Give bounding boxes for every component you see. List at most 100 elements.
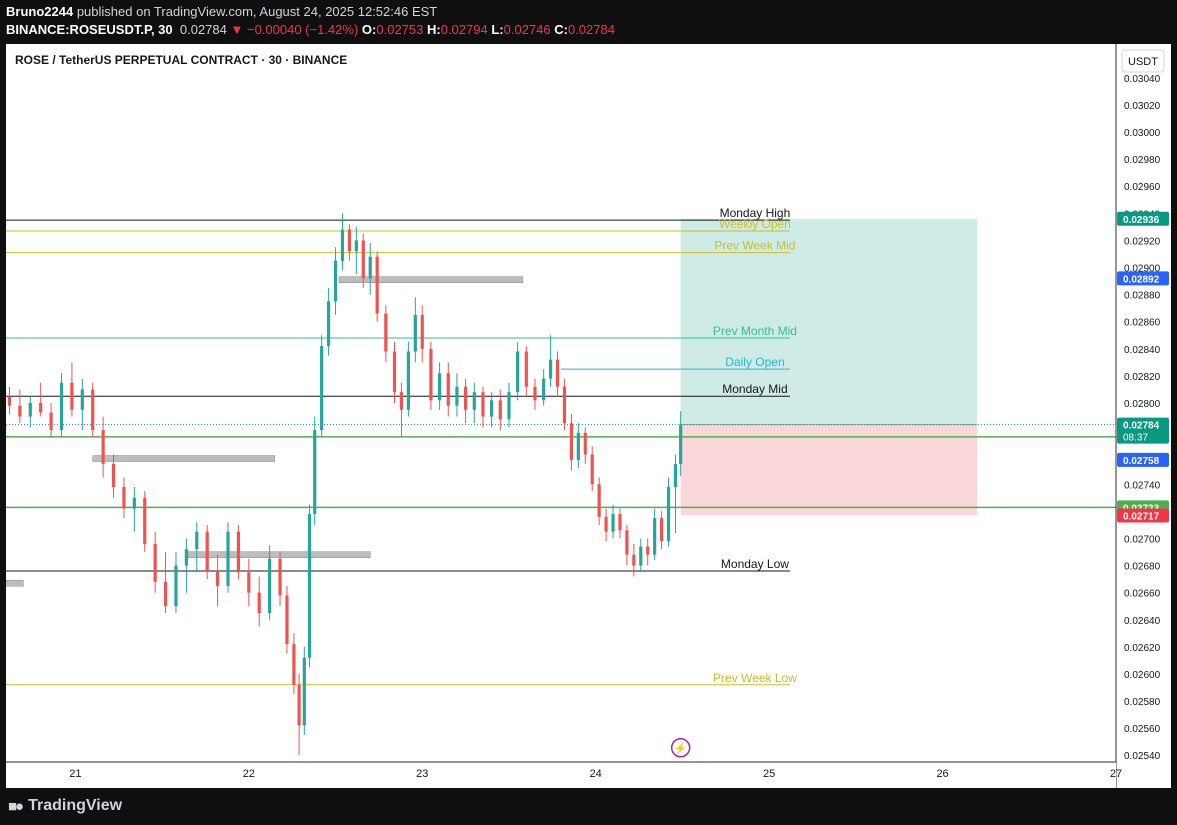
- candle-body[interactable]: [268, 558, 272, 613]
- candle-body[interactable]: [604, 516, 608, 532]
- candle-body[interactable]: [111, 463, 116, 487]
- candle-body[interactable]: [236, 531, 241, 573]
- candle-body[interactable]: [215, 570, 220, 586]
- candle-body[interactable]: [226, 531, 230, 586]
- candle-body[interactable]: [333, 260, 338, 302]
- candle-body[interactable]: [583, 432, 587, 455]
- candle-body[interactable]: [302, 657, 306, 726]
- candle-body[interactable]: [122, 486, 126, 509]
- candle-body[interactable]: [297, 684, 301, 726]
- candle-body[interactable]: [481, 392, 485, 417]
- candle-body[interactable]: [597, 484, 601, 517]
- candle-body[interactable]: [548, 359, 553, 379]
- candle-body[interactable]: [132, 497, 136, 509]
- candle-body[interactable]: [49, 412, 53, 431]
- candle-body[interactable]: [639, 546, 643, 566]
- candle-body[interactable]: [247, 572, 251, 593]
- candle-body[interactable]: [420, 314, 424, 349]
- candle-body[interactable]: [340, 229, 345, 261]
- candle-body[interactable]: [679, 424, 683, 464]
- candle-body[interactable]: [576, 432, 580, 460]
- candle-body[interactable]: [285, 595, 289, 645]
- supply-zone-box[interactable]: [92, 455, 276, 462]
- candle-body[interactable]: [184, 549, 188, 566]
- candle-body[interactable]: [292, 644, 296, 685]
- candle-body[interactable]: [632, 554, 636, 566]
- candle-body[interactable]: [399, 392, 404, 410]
- candle-body[interactable]: [347, 229, 352, 252]
- candle-body[interactable]: [59, 382, 64, 431]
- candle-body[interactable]: [39, 403, 43, 413]
- time-axis[interactable]: [6, 762, 1116, 788]
- candle-body[interactable]: [646, 546, 650, 555]
- candle-body[interactable]: [313, 430, 317, 515]
- candle-body[interactable]: [569, 423, 574, 460]
- candle-body[interactable]: [490, 400, 494, 417]
- candle-body[interactable]: [278, 558, 282, 596]
- candle-body[interactable]: [70, 382, 74, 410]
- candle-body[interactable]: [673, 463, 678, 487]
- candle-body[interactable]: [320, 346, 324, 431]
- price-axis[interactable]: [1116, 44, 1171, 788]
- candle-body[interactable]: [80, 389, 84, 410]
- candle-body[interactable]: [472, 392, 476, 410]
- y-tick-label: 0.03020: [1124, 101, 1161, 112]
- candle-body[interactable]: [653, 518, 657, 555]
- candle-body[interactable]: [555, 359, 560, 387]
- candle-body[interactable]: [368, 256, 372, 279]
- supply-zone-box[interactable]: [6, 579, 24, 587]
- candle-body[interactable]: [375, 256, 379, 314]
- tradingview-logo[interactable]: ■● TradingView: [8, 797, 122, 815]
- candle-body[interactable]: [18, 405, 22, 417]
- candle-body[interactable]: [307, 514, 312, 658]
- candle-body[interactable]: [625, 530, 629, 555]
- candle-body[interactable]: [326, 301, 331, 347]
- candle-body[interactable]: [354, 240, 358, 252]
- stop-loss-zone[interactable]: [680, 424, 978, 516]
- candle-body[interactable]: [413, 314, 417, 352]
- candle-body[interactable]: [406, 351, 410, 410]
- candle-body[interactable]: [464, 386, 468, 410]
- candle-body[interactable]: [533, 386, 537, 401]
- y-tick-label: 0.02540: [1124, 751, 1161, 762]
- candle-body[interactable]: [446, 373, 450, 406]
- supply-zone-box[interactable]: [338, 276, 524, 283]
- candle-body[interactable]: [498, 400, 502, 420]
- candle-body[interactable]: [28, 403, 32, 417]
- candle-body[interactable]: [542, 378, 546, 401]
- publisher-name[interactable]: Bruno2244: [6, 4, 74, 19]
- candle-body[interactable]: [562, 386, 567, 424]
- candle-body[interactable]: [163, 581, 168, 607]
- candle-body[interactable]: [91, 389, 95, 431]
- candle-body[interactable]: [666, 486, 671, 542]
- candle-body[interactable]: [101, 430, 105, 464]
- candle-body[interactable]: [590, 454, 594, 485]
- candle-body[interactable]: [205, 531, 209, 571]
- candle-body[interactable]: [195, 531, 199, 550]
- candle-body[interactable]: [7, 396, 12, 406]
- lightning-icon[interactable]: [670, 738, 691, 758]
- candle-body[interactable]: [618, 514, 622, 531]
- candle-body[interactable]: [174, 565, 178, 607]
- candle-body[interactable]: [257, 592, 261, 613]
- currency-label: USDT: [1128, 56, 1158, 68]
- supply-zone-box[interactable]: [187, 551, 371, 558]
- candle-body[interactable]: [659, 518, 664, 542]
- candle-body[interactable]: [392, 351, 397, 393]
- candle-body[interactable]: [384, 313, 388, 352]
- currency-button[interactable]: [1121, 49, 1165, 73]
- candle-body[interactable]: [429, 348, 433, 401]
- close-value: 0.02784: [567, 22, 615, 37]
- candle-body[interactable]: [143, 497, 147, 544]
- candle-body[interactable]: [516, 351, 520, 393]
- chart-area[interactable]: Monday High Weekly Open Prev Week Mid Prev …: [6, 44, 1171, 788]
- y-tick-label: 0.02880: [1124, 291, 1161, 302]
- candle-body[interactable]: [507, 392, 511, 420]
- candle-body[interactable]: [437, 373, 442, 401]
- candle-body[interactable]: [524, 351, 528, 387]
- candle-body[interactable]: [611, 514, 615, 532]
- candle-body[interactable]: [361, 240, 365, 279]
- candle-body[interactable]: [153, 543, 157, 582]
- candle-body[interactable]: [455, 386, 459, 406]
